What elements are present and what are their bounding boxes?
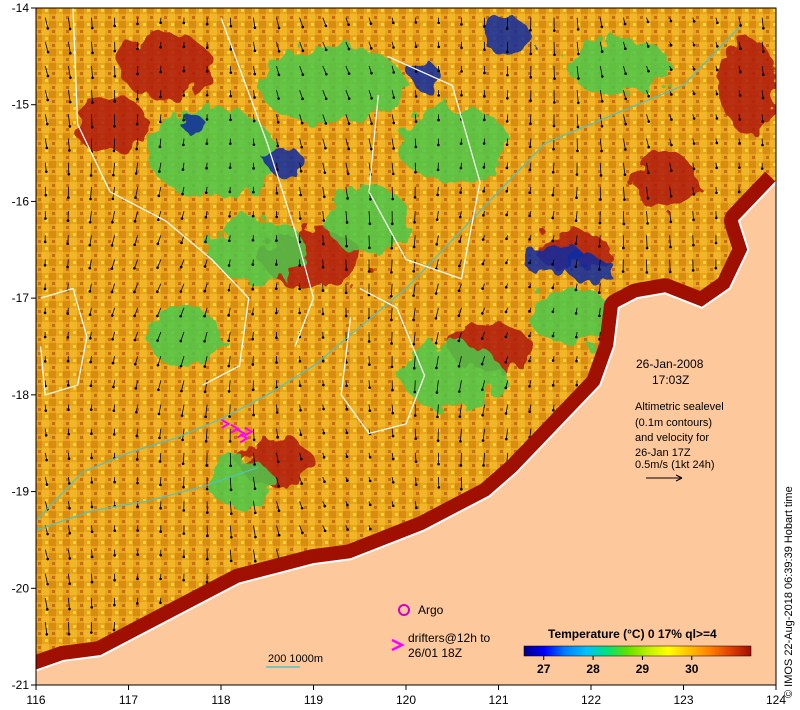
colorbar-tick-label: 27 bbox=[537, 662, 551, 676]
sealevel-contour bbox=[72, 8, 250, 386]
sealevel-contour bbox=[220, 17, 315, 347]
x-tick-label: 116 bbox=[26, 693, 45, 707]
warm-patch bbox=[632, 153, 698, 212]
warm-patch bbox=[119, 32, 212, 100]
x-tick-label: 121 bbox=[488, 693, 508, 707]
y-axis: -14 -15 -16 -17 -18 -19 -20 -21 bbox=[12, 1, 36, 692]
sealevel-contour bbox=[340, 287, 426, 435]
cool-patch bbox=[567, 37, 670, 96]
x-tick-label: 117 bbox=[119, 693, 138, 707]
desc-line: Altimetric sealevel bbox=[635, 401, 724, 413]
drifter-label-line: drifters@12h to bbox=[408, 631, 491, 645]
drifter-label-line: 26/01 18Z bbox=[408, 646, 462, 660]
desc-line: and velocity for bbox=[635, 432, 709, 444]
cold-patch bbox=[567, 254, 615, 284]
warm-patches bbox=[73, 32, 776, 487]
isobath-lines bbox=[36, 26, 740, 531]
y-tick-label: -20 bbox=[12, 581, 30, 595]
argo-legend: Argo bbox=[398, 603, 444, 617]
isobath-line bbox=[36, 26, 740, 522]
credit-text: © IMOS 22-Aug-2018 06:39:39 Hobart time bbox=[783, 486, 795, 698]
cold-patch bbox=[484, 17, 531, 57]
y-tick-label: -21 bbox=[12, 678, 30, 692]
cool-patch bbox=[147, 109, 277, 197]
date-annotation: 26-Jan-2008 17:03Z bbox=[636, 357, 704, 387]
cool-patch bbox=[396, 104, 508, 183]
argo-marker-icon bbox=[398, 604, 410, 616]
desc-line: (0.1m contours) bbox=[635, 417, 712, 429]
annotation-time: 17:03Z bbox=[652, 373, 689, 387]
x-tick-label: 124 bbox=[766, 693, 786, 707]
x-tick-label: 120 bbox=[396, 693, 416, 707]
cold-patches bbox=[182, 17, 615, 413]
scale-arrow-icon bbox=[646, 474, 683, 482]
velocity-description: Altimetric sealevel (0.1m contours) and … bbox=[635, 401, 724, 482]
drifter-tracks bbox=[221, 419, 254, 444]
sealevel-contour bbox=[368, 55, 481, 280]
argo-label: Argo bbox=[418, 603, 444, 617]
drifter-legend: drifters@12h to 26/01 18Z bbox=[391, 631, 491, 660]
cool-patch bbox=[207, 457, 272, 507]
colorbar: Temperature (°C) 0 17% ql>=4 27 28 29 30 bbox=[523, 627, 752, 676]
cool-patch bbox=[530, 288, 615, 347]
depth-scale-label: 200 1000m bbox=[268, 653, 323, 665]
x-tick-label: 123 bbox=[673, 693, 693, 707]
cool-patch bbox=[258, 46, 406, 125]
drifter-marker-icon bbox=[244, 426, 254, 437]
y-tick-label: -14 bbox=[12, 1, 30, 15]
y-tick-label: -15 bbox=[12, 98, 30, 112]
y-tick-label: -17 bbox=[12, 291, 30, 305]
drifter-marker-icon bbox=[221, 419, 231, 429]
depth-scale-legend: 200 1000m bbox=[266, 653, 323, 668]
drifter-marker-icon bbox=[239, 433, 250, 444]
cool-patches bbox=[147, 37, 670, 507]
y-tick-label: -19 bbox=[12, 485, 30, 499]
colorbar-title: Temperature (°C) 0 17% ql>=4 bbox=[548, 627, 717, 641]
desc-line: 26-Jan 17Z bbox=[635, 447, 691, 459]
colorbar-gradient bbox=[523, 645, 752, 657]
x-axis: 116 117 118 119 120 121 122 123 124 bbox=[26, 685, 786, 707]
annotation-date: 26-Jan-2008 bbox=[636, 357, 704, 371]
cool-patch bbox=[147, 307, 221, 366]
drifter-chevron-icon bbox=[391, 638, 405, 652]
x-tick-label: 122 bbox=[581, 693, 601, 707]
y-tick-label: -18 bbox=[12, 388, 30, 402]
cool-patch bbox=[327, 186, 411, 255]
drifter-marker-icon bbox=[236, 428, 247, 439]
cool-patch bbox=[401, 341, 504, 410]
y-tick-label: -16 bbox=[12, 194, 30, 208]
velocity-arrows bbox=[43, 17, 765, 636]
cold-patch bbox=[182, 114, 205, 134]
desc-line: 0.5m/s (1kt 24h) bbox=[635, 459, 714, 471]
isobath-line bbox=[36, 466, 259, 531]
cold-patch bbox=[267, 148, 305, 178]
cold-patch bbox=[410, 61, 439, 91]
colorbar-tick-label: 29 bbox=[636, 662, 650, 676]
colorbar-tick-label: 30 bbox=[685, 662, 699, 676]
x-tick-label: 119 bbox=[304, 693, 323, 707]
warm-patch bbox=[720, 37, 776, 134]
cool-patch bbox=[211, 215, 305, 284]
sealevel-contours bbox=[40, 8, 481, 435]
colorbar-tick-label: 28 bbox=[586, 662, 600, 676]
land-mass bbox=[36, 180, 776, 685]
x-tick-label: 118 bbox=[211, 693, 230, 707]
sealevel-contour bbox=[40, 287, 88, 396]
